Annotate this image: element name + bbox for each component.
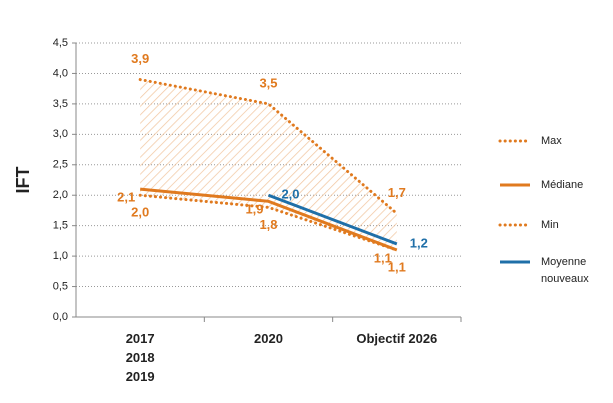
- y-tick-label: 1,5: [53, 220, 68, 232]
- data-label: 3,9: [131, 51, 149, 66]
- range-area: [140, 79, 397, 251]
- y-axis-label: IFT: [13, 167, 33, 194]
- data-label: 1,9: [245, 202, 263, 217]
- y-tick-label: 4,5: [53, 37, 68, 49]
- legend-label: Moyenne nouveaux: [541, 256, 589, 285]
- legend-label: Min: [541, 219, 559, 231]
- series-line: [267, 193, 398, 246]
- x-tick-label: 2017 2018 2019: [125, 331, 155, 384]
- data-label: 1,2: [410, 235, 428, 250]
- data-label: 1,1: [388, 259, 406, 274]
- data-label: 2,1: [117, 190, 135, 205]
- y-tick-label: 2,0: [53, 189, 68, 201]
- x-tick-label: Objectif 2026: [356, 331, 438, 346]
- y-tick-label: 3,0: [53, 128, 68, 140]
- data-label: 1,8: [259, 217, 277, 232]
- y-tick-label: 1,0: [53, 250, 68, 262]
- data-label: 2,0: [131, 205, 149, 220]
- y-tick-label: 2,5: [53, 159, 68, 171]
- series-line: [138, 193, 399, 252]
- series-line: [140, 187, 398, 252]
- y-tick-label: 0,0: [53, 311, 68, 323]
- y-tick-label: 0,5: [53, 280, 68, 292]
- y-tick-label: 3,5: [53, 98, 68, 110]
- legend-label: Médiane: [541, 179, 584, 191]
- data-label: 1,7: [388, 185, 406, 200]
- data-label: 1,1: [374, 250, 392, 265]
- y-tick-label: 4,0: [53, 67, 68, 79]
- data-label: 3,5: [259, 75, 277, 90]
- data-label: 2,0: [281, 187, 299, 202]
- legend-label: Max: [541, 135, 562, 147]
- x-tick-label: 2020: [254, 331, 283, 346]
